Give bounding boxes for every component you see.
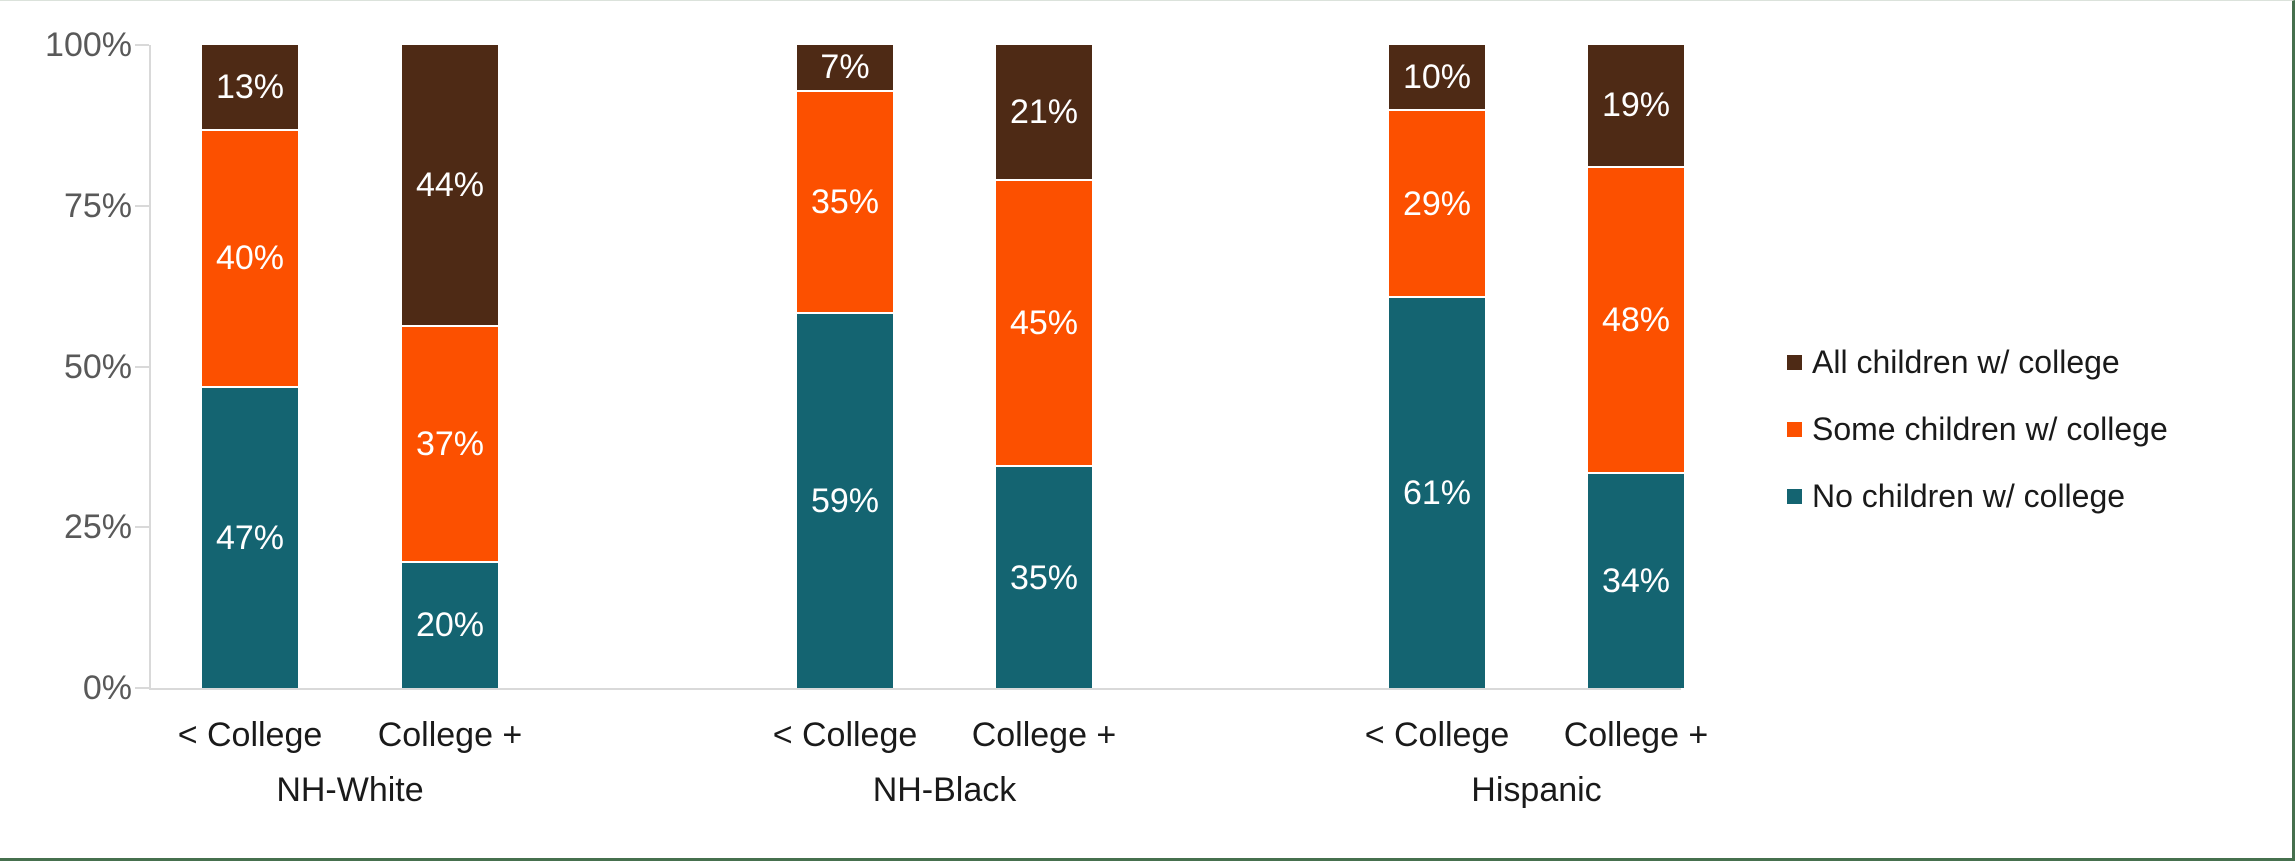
segment-data-label: 48% [1601,300,1671,339]
bar-segment-all-children: 10% [1389,45,1485,110]
legend-item-some-children: Some children w/ college [1787,409,2168,449]
x-axis-line [149,688,1681,690]
stacked-bar: 19% 48% 34% [1588,45,1684,688]
bar-segment-no-children: 47% [202,385,298,688]
y-axis-tick-mark [135,365,149,368]
legend-item-no-children: No children w/ college [1787,476,2125,516]
segment-data-label: 7% [820,48,870,87]
bar-segment-all-children: 19% [1588,45,1684,166]
legend-swatch-no-children [1787,488,1802,504]
segment-data-label: 47% [215,518,285,557]
y-axis-tick-label: 50% [63,347,132,386]
segment-data-label: 13% [215,67,285,106]
segment-data-label: 34% [1601,561,1671,600]
stacked-bar: 44% 37% 20% [402,45,498,688]
segment-data-label: 29% [1402,184,1472,223]
legend-label-some-children: Some children w/ college [1812,411,2168,447]
segment-data-label: 19% [1601,86,1671,125]
x-axis-group-label: NH-White [276,771,424,809]
bar-segment-some-children: 35% [797,89,893,313]
y-axis-tick-label: 75% [63,186,132,225]
bar-segment-no-children: 59% [797,312,893,688]
segment-data-label: 40% [215,239,285,278]
y-axis-tick-label: 0% [82,669,132,707]
legend-label-all-children: All children w/ college [1812,344,2120,380]
bar-segment-all-children: 44% [402,45,498,326]
segment-data-label: 20% [415,606,485,645]
x-axis-category-label: College + [971,716,1117,754]
segment-data-label: 59% [810,482,880,521]
x-axis-group-label: NH-Black [872,771,1017,809]
bar-segment-some-children: 48% [1588,165,1684,472]
segment-data-label: 35% [1009,558,1079,597]
bar-segment-no-children: 34% [1588,471,1684,688]
x-axis-category-label: < College [772,716,918,754]
bar-segment-no-children: 61% [1389,295,1485,688]
y-axis-tick-label: 25% [63,508,132,547]
bar-segment-no-children: 20% [402,560,498,688]
segment-data-label: 45% [1009,303,1079,342]
stacked-bar: 21% 45% 35% [996,45,1092,688]
y-axis-tick-mark [135,44,149,46]
legend-label-no-children: No children w/ college [1812,478,2126,514]
bar-segment-some-children: 29% [1389,109,1485,296]
segment-data-label: 44% [415,166,485,205]
stacked-bar: 13% 40% 47% [202,45,298,688]
x-axis-category-label: < College [177,716,323,754]
bar-segment-some-children: 40% [202,128,298,386]
x-axis-category-label: < College [1364,716,1510,754]
y-axis-tick-mark [135,687,149,689]
segment-data-label: 37% [415,424,485,463]
x-axis-group-label: Hispanic [1471,771,1602,809]
bar-segment-all-children: 13% [202,45,298,129]
bar-segment-some-children: 45% [996,178,1092,466]
y-axis-tick-mark [135,204,149,207]
stacked-bar: 7% 35% 59% [797,45,893,688]
x-axis-category-label: College + [377,716,523,754]
bar-segment-some-children: 37% [402,325,498,561]
segment-data-label: 61% [1402,473,1472,512]
bar-segment-no-children: 35% [996,465,1092,688]
bar-segment-all-children: 7% [797,45,893,90]
segment-data-label: 35% [810,182,880,221]
stacked-bar: 10% 29% 61% [1389,45,1485,688]
segment-data-label: 10% [1402,58,1472,97]
segment-data-label: 21% [1009,92,1079,131]
legend-swatch-all-children [1787,354,1802,370]
y-axis-line [149,45,151,690]
bar-segment-all-children: 21% [996,45,1092,179]
legend-swatch-some-children [1787,421,1802,437]
y-axis-tick-label: 100% [45,26,132,64]
legend-item-all-children: All children w/ college [1787,342,2120,382]
x-axis-category-label: College + [1563,716,1709,754]
y-axis-tick-mark [135,526,149,529]
